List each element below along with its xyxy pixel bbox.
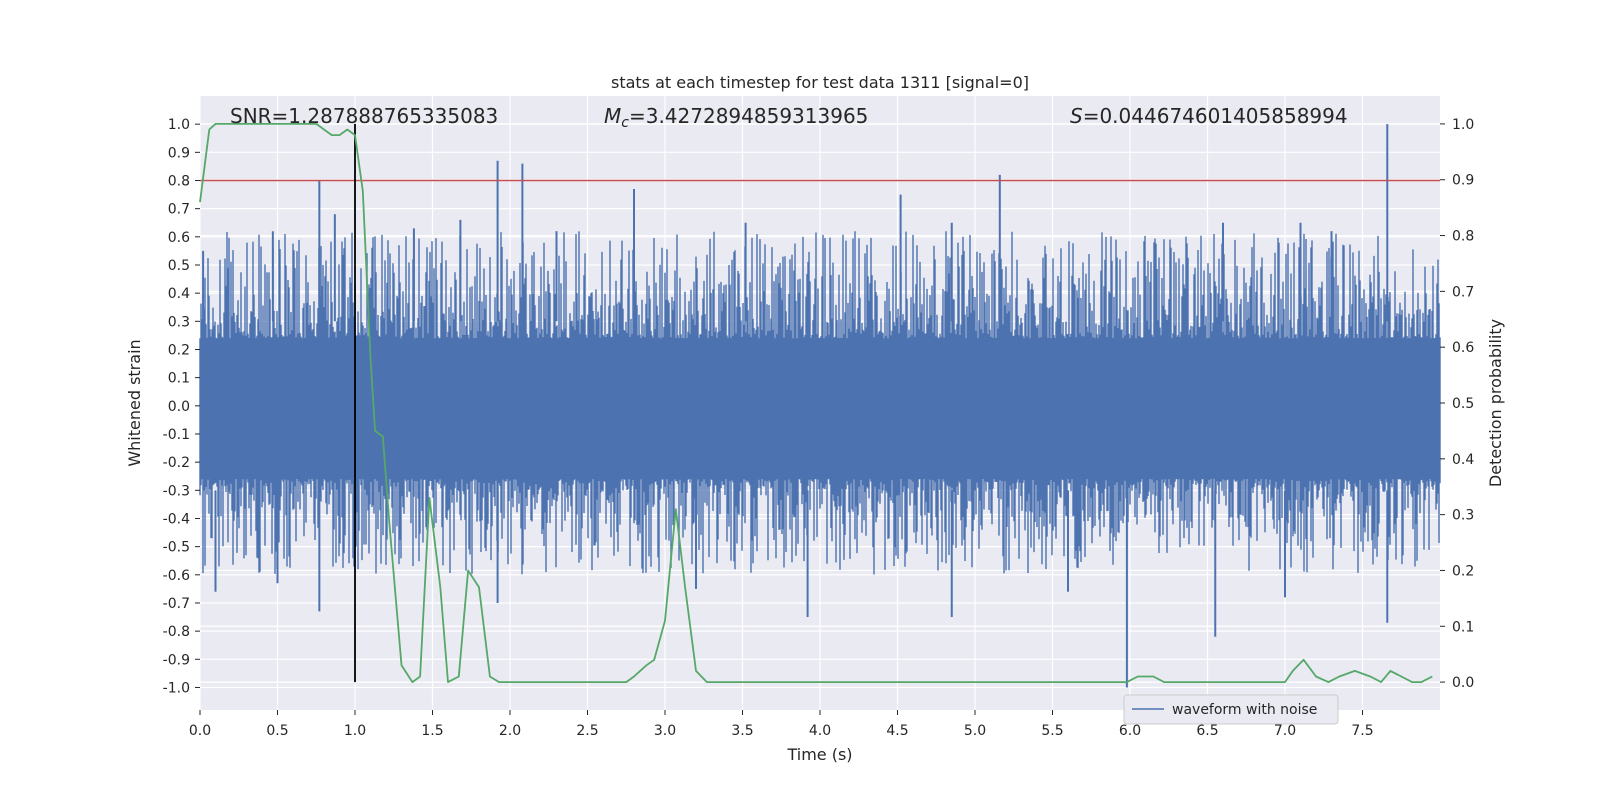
- chirp-mass-value: =3.4272894859313965: [629, 104, 868, 128]
- s-annotation: S=0.0446746014058589​94: [1070, 104, 1348, 128]
- y-axis-right: 1.0 0.9 0.8 0.7 0.6 0.5 0.4 0.3 0.2 0.1 0.0: [1440, 117, 1474, 691]
- y-left-tick-label: 0.2: [168, 342, 190, 358]
- y-left-tick-label: -0.9: [163, 652, 190, 668]
- y-left-tick-label: 0.4: [168, 286, 190, 302]
- x-tick-label: 7.5: [1351, 723, 1373, 739]
- y-left-tick-label: 1.0: [168, 117, 190, 133]
- y-left-tick-label: -0.5: [163, 540, 190, 556]
- y-left-tick-label: 0.7: [168, 202, 190, 218]
- y-axis-right-label: Detection probability: [1486, 319, 1505, 487]
- y-axis-left: 1.0 0.9 0.8 0.7 0.6 0.5 0.4 0.3 0.2 0.1 0.0 -0.1 -0.…: [163, 117, 200, 696]
- y-left-tick-label: 0.0: [168, 399, 190, 415]
- y-left-tick-label: 0.6: [168, 230, 190, 246]
- x-tick-label: 5.0: [964, 723, 986, 739]
- x-tick-label: 1.5: [421, 723, 443, 739]
- x-tick-label: 5.5: [1041, 723, 1063, 739]
- y-left-tick-label: -1.0: [163, 680, 190, 696]
- y-right-tick-label: 0.4: [1452, 452, 1474, 468]
- y-left-tick-label: -0.3: [163, 483, 190, 499]
- overlay: [199, 123, 1440, 683]
- x-tick-label: 3.0: [654, 723, 676, 739]
- y-left-tick-label: -0.7: [163, 596, 190, 612]
- y-left-tick-label: -0.4: [163, 511, 190, 527]
- x-tick-label: 6.5: [1196, 723, 1218, 739]
- x-tick-label: 2.0: [499, 723, 521, 739]
- y-right-tick-label: 1.0: [1452, 117, 1474, 133]
- x-tick-label: 1.0: [344, 723, 366, 739]
- y-right-tick-label: 0.3: [1452, 508, 1474, 524]
- s-symbol: S: [1070, 104, 1083, 128]
- y-left-tick-label: -0.1: [163, 427, 190, 443]
- y-right-tick-label: 0.9: [1452, 173, 1474, 189]
- x-tick-label: 7.0: [1274, 723, 1296, 739]
- detection-probability-line: [199, 123, 1433, 683]
- y-right-tick-label: 0.8: [1452, 229, 1474, 245]
- x-tick-label: 2.5: [576, 723, 598, 739]
- x-tick-label: 0.0: [189, 723, 211, 739]
- y-right-tick-label: 0.7: [1452, 284, 1474, 300]
- waveform-series: [199, 124, 1441, 688]
- y-right-tick-label: 0.6: [1452, 340, 1474, 356]
- chart-title: stats at each timestep for test data 131…: [611, 73, 1029, 92]
- y-left-tick-label: 0.1: [168, 371, 190, 387]
- snr-annotation: SNR=1.287888765335083: [230, 104, 498, 128]
- legend: waveform with noise: [1123, 694, 1339, 725]
- x-axis-label: Time (s): [786, 745, 852, 764]
- y-left-tick-label: -0.2: [163, 455, 190, 471]
- chirp-mass-annotation: Mc=3.4272894859313965: [604, 104, 868, 131]
- x-tick-label: 4.5: [886, 723, 908, 739]
- x-tick-label: 3.5: [731, 723, 753, 739]
- y-left-tick-label: 0.9: [168, 145, 190, 161]
- y-right-tick-label: 0.0: [1452, 675, 1474, 691]
- x-axis: 0.0 0.5 1.0 1.5 2.0 2.5 3.0 3.5 4.0 4.5 5.0 5.5 6.0 6…: [189, 710, 1374, 739]
- chirp-mass-symbol: M: [604, 104, 621, 128]
- s-value: =0.0446746014058589​94: [1083, 104, 1348, 128]
- y-right-tick-label: 0.2: [1452, 563, 1474, 579]
- y-right-tick-label: 0.1: [1452, 619, 1474, 635]
- x-tick-label: 0.5: [266, 723, 288, 739]
- x-tick-label: 6.0: [1119, 723, 1141, 739]
- y-right-tick-label: 0.5: [1452, 396, 1474, 412]
- y-left-tick-label: 0.8: [168, 173, 190, 189]
- y-left-tick-label: -0.8: [163, 624, 190, 640]
- legend-box: [1123, 694, 1339, 725]
- y-left-tick-label: 0.3: [168, 314, 190, 330]
- legend-label: waveform with noise: [1172, 702, 1317, 718]
- chirp-mass-subscript: c: [621, 115, 629, 131]
- y-left-tick-label: -0.6: [163, 568, 190, 584]
- waveform-noise: [199, 231, 1441, 575]
- x-tick-label: 4.0: [809, 723, 831, 739]
- y-left-tick-label: 0.5: [168, 258, 190, 274]
- y-axis-left-label: Whitened strain: [125, 339, 144, 466]
